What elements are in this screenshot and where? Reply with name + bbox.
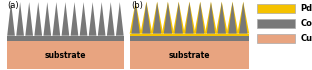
Text: substrate: substrate — [45, 51, 86, 60]
Polygon shape — [43, 2, 51, 36]
Polygon shape — [140, 2, 152, 34]
Polygon shape — [217, 2, 226, 34]
Polygon shape — [107, 2, 115, 36]
Polygon shape — [216, 2, 228, 34]
Polygon shape — [185, 2, 194, 34]
Polygon shape — [80, 2, 87, 36]
Text: (a): (a) — [7, 1, 19, 10]
Polygon shape — [164, 2, 172, 34]
Polygon shape — [227, 2, 238, 34]
Polygon shape — [207, 2, 215, 34]
Polygon shape — [61, 2, 69, 36]
Polygon shape — [130, 2, 142, 34]
Polygon shape — [174, 2, 183, 34]
Bar — [257, 19, 295, 28]
Polygon shape — [151, 2, 163, 34]
Polygon shape — [205, 2, 217, 34]
Text: Pd: Pd — [301, 4, 312, 13]
Polygon shape — [7, 2, 15, 36]
Bar — [130, 41, 249, 69]
Polygon shape — [34, 2, 42, 36]
Bar — [7, 36, 124, 41]
Text: (b): (b) — [131, 1, 143, 10]
Polygon shape — [196, 2, 204, 34]
Polygon shape — [183, 2, 195, 34]
Bar — [257, 4, 295, 13]
Polygon shape — [194, 2, 206, 34]
Bar — [257, 34, 295, 43]
Polygon shape — [16, 2, 24, 36]
Polygon shape — [131, 2, 140, 34]
Polygon shape — [98, 2, 105, 36]
Polygon shape — [89, 2, 96, 36]
Bar — [7, 41, 124, 69]
Text: Co: Co — [301, 19, 312, 28]
Polygon shape — [228, 2, 237, 34]
Bar — [130, 34, 249, 36]
Polygon shape — [52, 2, 60, 36]
Polygon shape — [116, 2, 124, 36]
Polygon shape — [153, 2, 161, 34]
Polygon shape — [162, 2, 174, 34]
Polygon shape — [142, 2, 151, 34]
Polygon shape — [173, 2, 185, 34]
Text: Cu: Cu — [301, 34, 312, 43]
Polygon shape — [239, 2, 247, 34]
Polygon shape — [25, 2, 33, 36]
Polygon shape — [71, 2, 78, 36]
Text: substrate: substrate — [169, 51, 210, 60]
Polygon shape — [237, 2, 249, 34]
Bar — [130, 36, 249, 41]
